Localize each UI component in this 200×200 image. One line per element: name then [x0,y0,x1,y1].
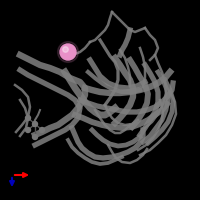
Circle shape [40,128,44,132]
Circle shape [26,128,30,132]
Circle shape [32,121,38,127]
Circle shape [58,42,78,62]
Circle shape [26,116,30,120]
Circle shape [60,44,76,60]
Circle shape [63,47,68,52]
Circle shape [32,134,38,140]
